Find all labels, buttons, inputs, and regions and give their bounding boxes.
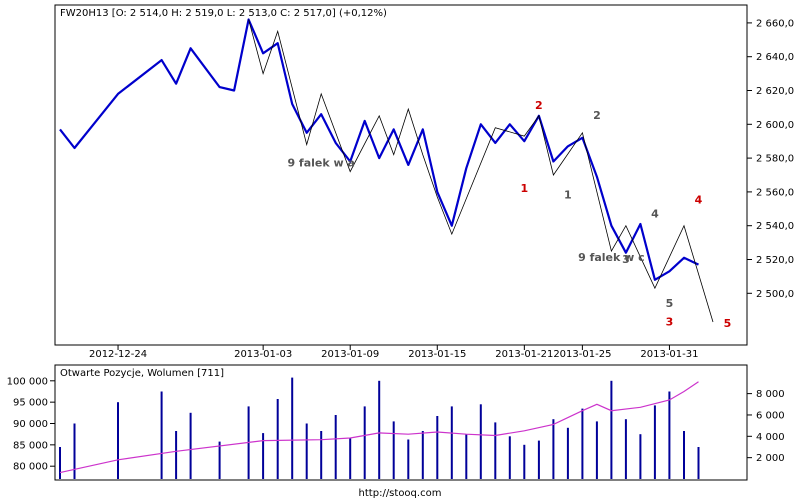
volume-bar	[117, 402, 119, 479]
volume-header: Otwarte Pozycje, Wolumen [711]	[60, 368, 224, 379]
x-tick-label: 2013-01-03	[234, 349, 292, 360]
price-y-axis: 2 500,0 2 520,0 2 540,0 2 560,0 2 580,0 2 600…	[747, 18, 794, 300]
volume-bar	[363, 406, 366, 479]
volume-bar	[160, 391, 163, 479]
volume-bar	[59, 447, 61, 479]
wave-label: 4	[695, 194, 703, 207]
volume-bar	[624, 419, 627, 479]
volume-bar	[392, 421, 395, 479]
volume-axis: 2 000 4 000 6 000 8 000	[747, 389, 785, 464]
volume-bar	[320, 431, 323, 479]
x-tick-label: 2012-12-24	[89, 349, 147, 360]
volume-bar	[276, 399, 279, 479]
volume-bar	[189, 412, 192, 479]
volume-bar	[668, 391, 671, 479]
wave-path	[248, 19, 714, 323]
wave-label: 1	[521, 182, 529, 195]
price-y-tick-label: 2 580,0	[756, 154, 794, 165]
volume-bar	[479, 404, 482, 479]
oi-tick-label: 80 000	[13, 462, 48, 473]
open-interest-polyline	[59, 381, 699, 474]
price-y-tick-label: 2 660,0	[756, 18, 794, 29]
volume-bar	[566, 427, 569, 479]
price-panel-frame	[54, 4, 748, 346]
volume-bar	[378, 380, 381, 479]
volume-bar	[653, 405, 656, 479]
price-x-axis: 2012-12-24 2013-01-03 2013-01-09 2013-01-15…	[89, 345, 699, 360]
volume-bar	[639, 434, 642, 479]
wave-label: 5	[724, 317, 732, 330]
volume-bars	[59, 377, 700, 479]
volume-bar	[436, 416, 439, 479]
volume-bar	[349, 438, 352, 479]
x-tick-label: 2013-01-15	[408, 349, 466, 360]
price-header: FW20H13 [O: 2 514,0 H: 2 519,0 L: 2 513,…	[60, 8, 387, 19]
price-y-tick-label: 2 560,0	[756, 187, 794, 198]
volume-bar	[291, 377, 294, 479]
volume-bar	[595, 421, 598, 479]
oi-tick-label: 100 000	[7, 376, 48, 387]
volume-tick-label: 8 000	[756, 389, 785, 400]
x-tick-label: 2013-01-09	[321, 349, 379, 360]
wave-label: 2	[593, 109, 601, 122]
volume-bar	[552, 419, 555, 479]
volume-bar	[421, 431, 424, 479]
price-line	[59, 18, 699, 281]
volume-bar	[465, 434, 468, 479]
x-tick-label: 2013-01-25	[553, 349, 611, 360]
volume-bar	[305, 423, 308, 479]
price-y-tick-label: 2 600,0	[756, 120, 794, 131]
price-y-tick-label: 2 640,0	[756, 52, 794, 63]
volume-tick-label: 4 000	[756, 432, 785, 443]
open-interest-axis: 80 000 85 000 90 000 95 000 100 000	[7, 376, 55, 473]
oi-tick-label: 85 000	[13, 440, 48, 451]
volume-bar	[610, 380, 613, 479]
volume-panel-frame	[54, 364, 748, 481]
volume-bar	[407, 439, 410, 479]
wave-label: 4	[651, 207, 659, 220]
wave-label: 2	[535, 99, 543, 112]
volume-bar	[581, 408, 584, 479]
volume-bar	[508, 436, 511, 479]
volume-bar	[218, 441, 221, 479]
volume-bar	[537, 440, 540, 479]
volume-bar	[73, 423, 76, 479]
volume-bar	[175, 431, 178, 479]
price-series	[59, 18, 699, 281]
volume-bar	[334, 415, 337, 479]
volume-bar	[450, 406, 453, 479]
wave-label: 3	[622, 253, 630, 266]
wave-count-line	[248, 19, 714, 323]
wave-label: 9 falek w c	[578, 251, 645, 264]
volume-bar	[494, 422, 497, 479]
oi-tick-label: 90 000	[13, 419, 48, 430]
volume-tick-label: 6 000	[756, 410, 785, 421]
x-tick-label: 2013-01-21	[495, 349, 553, 360]
price-y-tick-label: 2 540,0	[756, 221, 794, 232]
wave-label: 5	[666, 297, 674, 310]
wave-label: 3	[666, 315, 674, 328]
x-tick-label: 2013-01-31	[640, 349, 698, 360]
oi-tick-label: 95 000	[13, 398, 48, 409]
wave-label: 9 falek w a	[287, 157, 354, 170]
volume-bar	[262, 433, 265, 479]
price-y-tick-label: 2 520,0	[756, 255, 794, 266]
source-footer: http://stooq.com	[359, 488, 442, 499]
volume-bar	[523, 444, 526, 479]
wave-label: 1	[564, 189, 572, 202]
price-y-tick-label: 2 620,0	[756, 86, 794, 97]
price-y-tick-label: 2 500,0	[756, 289, 794, 300]
volume-tick-label: 2 000	[756, 453, 785, 464]
volume-bar	[697, 447, 700, 479]
open-interest-line	[59, 381, 699, 474]
volume-bar	[683, 431, 685, 479]
